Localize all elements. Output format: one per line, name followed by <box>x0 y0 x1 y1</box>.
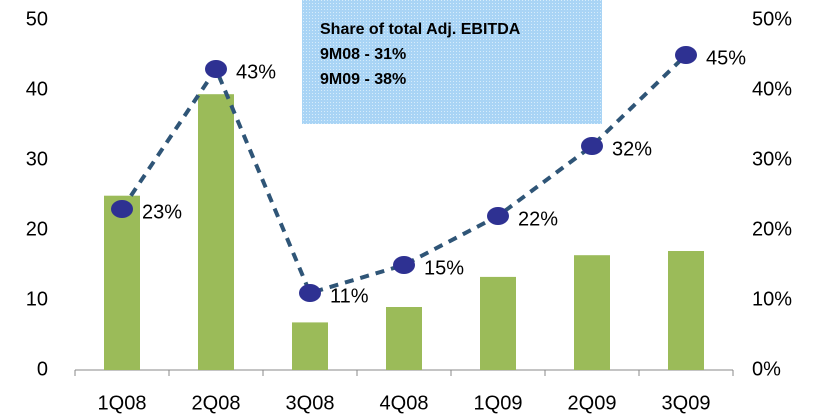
data-label: 22% <box>518 208 558 230</box>
x-tick-label: 4Q08 <box>380 392 429 414</box>
bar <box>292 322 328 370</box>
marker <box>581 137 603 155</box>
y2-tick-label: 0% <box>752 358 781 380</box>
x-tick-label: 2Q08 <box>192 392 241 414</box>
x-tick-label: 1Q09 <box>474 392 523 414</box>
data-label: 43% <box>236 61 276 83</box>
annotation-text: 9M09 - 38% <box>320 71 406 88</box>
bar <box>104 195 140 370</box>
bar <box>480 276 516 370</box>
y-tick-label: 10 <box>26 288 48 310</box>
y-tick-label: 20 <box>26 218 48 240</box>
y2-tick-label: 20% <box>752 218 792 240</box>
marker <box>205 60 227 78</box>
data-label: 23% <box>142 201 182 223</box>
marker <box>487 207 509 225</box>
annotation-text: Share of total Adj. EBITDA <box>320 21 521 38</box>
y2-tick-label: 50% <box>752 8 792 30</box>
y-tick-label: 50 <box>26 8 48 30</box>
bar <box>198 94 234 370</box>
x-tick-label: 1Q08 <box>98 392 147 414</box>
marker <box>299 284 321 302</box>
data-label: 11% <box>330 285 369 307</box>
bar <box>386 307 422 370</box>
y2-tick-label: 40% <box>752 78 792 100</box>
data-label: 32% <box>612 138 652 160</box>
y2-tick-label: 30% <box>752 148 792 170</box>
marker <box>393 256 415 274</box>
y-tick-label: 30 <box>26 148 48 170</box>
y2-tick-label: 10% <box>752 288 792 310</box>
data-label: 15% <box>424 257 464 279</box>
annotation-box <box>302 0 602 124</box>
bar <box>574 255 610 370</box>
y-tick-label: 0 <box>37 358 48 380</box>
annotation-text: 9M08 - 31% <box>320 46 406 63</box>
y-tick-label: 40 <box>26 78 48 100</box>
marker <box>675 46 697 64</box>
x-tick-label: 2Q09 <box>568 392 617 414</box>
data-label: 45% <box>706 47 746 69</box>
x-tick-label: 3Q09 <box>662 392 711 414</box>
bar <box>668 251 704 370</box>
x-tick-label: 3Q08 <box>286 392 335 414</box>
marker <box>111 200 133 218</box>
